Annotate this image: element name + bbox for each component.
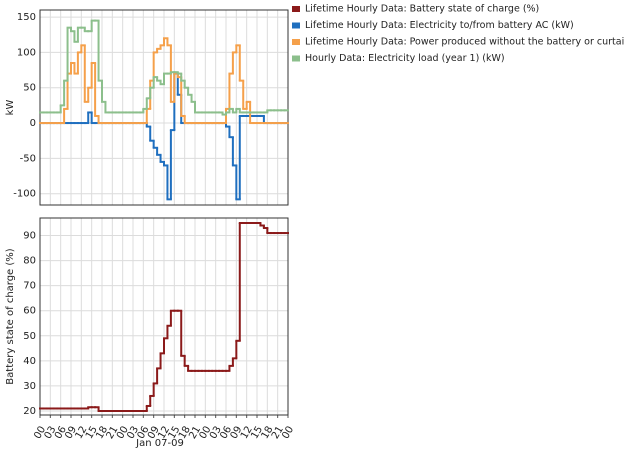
y-tick-label: 70	[23, 281, 36, 292]
series-line	[39, 19, 289, 116]
y-tick-label: 50	[23, 83, 36, 94]
legend-swatch	[292, 22, 300, 29]
legend-label: Lifetime Hourly Data: Battery state of c…	[305, 4, 539, 15]
y-tick-label: 80	[23, 256, 36, 267]
y-tick-label: 60	[23, 306, 36, 317]
plot-border	[39, 9, 289, 206]
legend-label: Lifetime Hourly Data: Power produced wit…	[305, 37, 624, 48]
legend-label: Lifetime Hourly Data: Electricity to/fro…	[305, 20, 574, 31]
legend-swatch	[292, 6, 300, 12]
legend-label: Hourly Data: Electricity load (year 1) (…	[305, 53, 505, 64]
y-tick-label: 150	[17, 12, 36, 23]
y-axis-label: kW	[5, 100, 16, 116]
y-axis-label: Battery state of charge (%)	[5, 248, 16, 385]
y-tick-label: 90	[23, 231, 36, 242]
y-tick-label: 30	[23, 381, 36, 392]
y-tick-label: 100	[17, 47, 36, 58]
legend-swatch	[292, 39, 300, 45]
x-tick-label: 00	[280, 425, 296, 442]
y-tick-label: 20	[23, 406, 36, 417]
y-tick-label: 50	[23, 331, 36, 342]
y-tick-label: -50	[20, 153, 36, 164]
legend-swatch	[292, 55, 300, 62]
plot-border	[39, 217, 289, 416]
x-axis-label: Jan 07-09	[135, 438, 184, 449]
series-line	[39, 222, 289, 412]
y-tick-label: 40	[23, 356, 36, 367]
legend: Lifetime Hourly Data: Battery state of c…	[292, 4, 624, 64]
y-tick-label: -100	[13, 189, 36, 200]
y-tick-label: 0	[30, 118, 36, 129]
